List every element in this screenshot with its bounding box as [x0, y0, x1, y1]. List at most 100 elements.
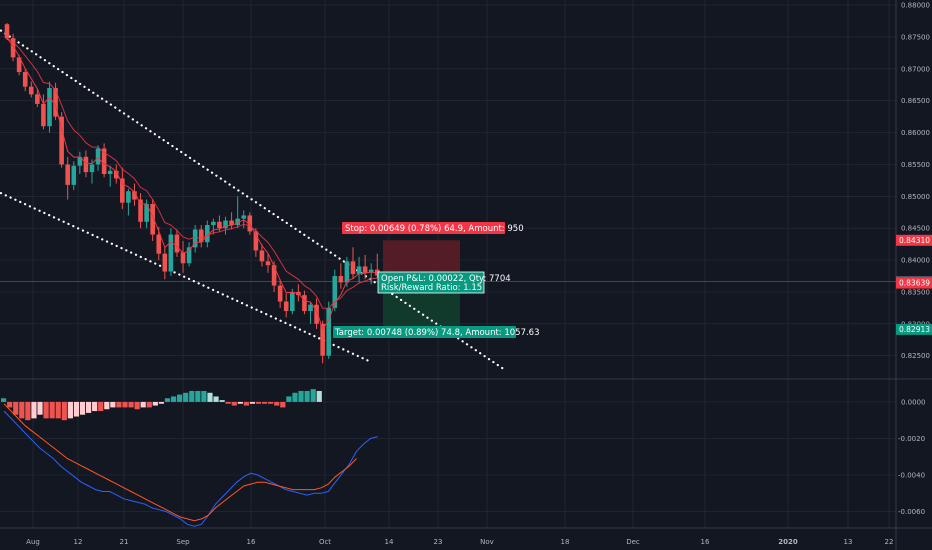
price-tick-label: 0.86000 — [901, 129, 930, 137]
candle-body — [113, 170, 119, 179]
price-tag-label: 0.84310 — [899, 236, 930, 245]
target-label-box — [333, 326, 516, 338]
price-tick-label: 0.87500 — [901, 33, 930, 41]
price-tick-label: 0.86500 — [901, 97, 930, 105]
candle-body — [217, 221, 222, 229]
candle-body — [229, 220, 234, 226]
candle-body — [205, 225, 210, 243]
time-tick-label: Nov — [480, 538, 494, 546]
price-tick-label: 0.82500 — [901, 352, 930, 360]
candle-body — [107, 170, 113, 175]
osc-tick-label: 0.0000 — [901, 398, 926, 406]
fast-ma-line — [6, 37, 378, 330]
histogram-bar — [219, 400, 225, 402]
price-tag-box — [896, 323, 932, 335]
histogram-bar — [152, 401, 158, 406]
histogram-bar — [170, 396, 177, 402]
time-tick-label: Dec — [626, 538, 640, 546]
histogram-bar — [298, 390, 304, 402]
rr-label: Risk/Reward Ratio: 1.15 — [381, 283, 482, 293]
histogram-bar — [207, 392, 213, 402]
candle-body — [235, 218, 240, 226]
candle-body — [168, 234, 174, 272]
trendlines — [0, 29, 506, 371]
candle-body — [211, 221, 216, 226]
price-tag-box — [896, 277, 932, 289]
candle-body — [41, 103, 46, 127]
candle-body — [277, 285, 283, 302]
time-tick-label: 22 — [885, 538, 894, 546]
candle-body — [302, 295, 307, 312]
candle-body — [356, 266, 362, 275]
candle-body — [326, 307, 332, 356]
histogram-bar — [73, 401, 80, 417]
candle-body — [186, 247, 192, 264]
candle-body — [120, 178, 125, 203]
histogram-bar — [280, 401, 286, 408]
candle-body — [247, 215, 253, 232]
candle-body — [101, 148, 107, 175]
price-tick-label: 0.85000 — [901, 193, 930, 201]
histogram-bar — [310, 389, 316, 402]
candle-body — [180, 252, 186, 264]
stop-label-box — [342, 222, 505, 234]
price-tick-label: 0.83500 — [901, 288, 930, 296]
candle-body — [344, 261, 350, 283]
candle-body — [65, 164, 70, 185]
histogram-bar — [231, 401, 237, 406]
candle-body — [144, 203, 149, 222]
candle-body — [259, 250, 265, 262]
time-tick-label: 16 — [701, 538, 710, 546]
candle-body — [192, 229, 198, 248]
candle-body — [338, 276, 344, 283]
signal-line — [3, 403, 357, 522]
histogram-bar — [158, 401, 165, 404]
time-tick-label: 13 — [844, 538, 853, 546]
time-tick-label: Sep — [176, 538, 190, 546]
histogram-bar — [7, 401, 13, 408]
candle-body — [95, 148, 101, 165]
histogram-bar — [189, 390, 195, 402]
time-tick-label: Aug — [26, 538, 40, 546]
histogram-bar — [37, 401, 43, 415]
histogram-bar — [110, 401, 116, 408]
candle-body — [162, 253, 168, 272]
histogram-bar — [1, 398, 7, 402]
dotted-trendline — [0, 192, 373, 364]
histogram-bar — [92, 401, 98, 412]
price-tag-label: 0.83639 — [899, 279, 930, 288]
dotted-trendline — [0, 29, 506, 371]
candle-body — [16, 57, 22, 73]
histogram-bar — [274, 401, 280, 406]
histogram-bar — [13, 401, 19, 415]
price-tag-label: 0.82913 — [899, 325, 930, 334]
time-axis[interactable]: Aug 12 21 Sep 16 Oct 14 23 Nov 18 Dec 16 2020 13 22 — [26, 538, 893, 546]
candle-body — [28, 86, 34, 95]
candle-body — [150, 203, 155, 235]
candle-body — [10, 38, 16, 58]
candle-body — [138, 199, 143, 222]
candle-body — [332, 276, 338, 308]
histogram-bar — [116, 401, 122, 408]
price-axis[interactable]: 0.88000 0.87500 0.87000 0.86500 0.86000 0.855… — [896, 2, 932, 516]
candle-body — [198, 229, 204, 243]
target-label: Target: 0.00748 (0.89%) 74.8, Amount: 10… — [334, 328, 540, 338]
candlesticks[interactable] — [4, 22, 380, 364]
candle-body — [22, 72, 28, 87]
histogram-bar — [304, 390, 310, 402]
candle-body — [35, 94, 40, 104]
time-tick-label: 18 — [561, 538, 570, 546]
candle-body — [59, 116, 64, 165]
histogram-bar — [98, 401, 104, 412]
pnl-label-border — [377, 271, 485, 294]
pnl-label: Open P&L: 0.00022, Qty: 7704 — [381, 274, 511, 284]
histogram-bar — [31, 401, 37, 419]
histogram-bar — [201, 390, 207, 402]
candle-body — [241, 215, 247, 219]
macd-lines — [3, 403, 378, 527]
histogram-bar — [61, 401, 67, 421]
candle-body — [223, 220, 228, 229]
histogram-bar — [262, 401, 268, 404]
candle-body — [271, 265, 277, 286]
